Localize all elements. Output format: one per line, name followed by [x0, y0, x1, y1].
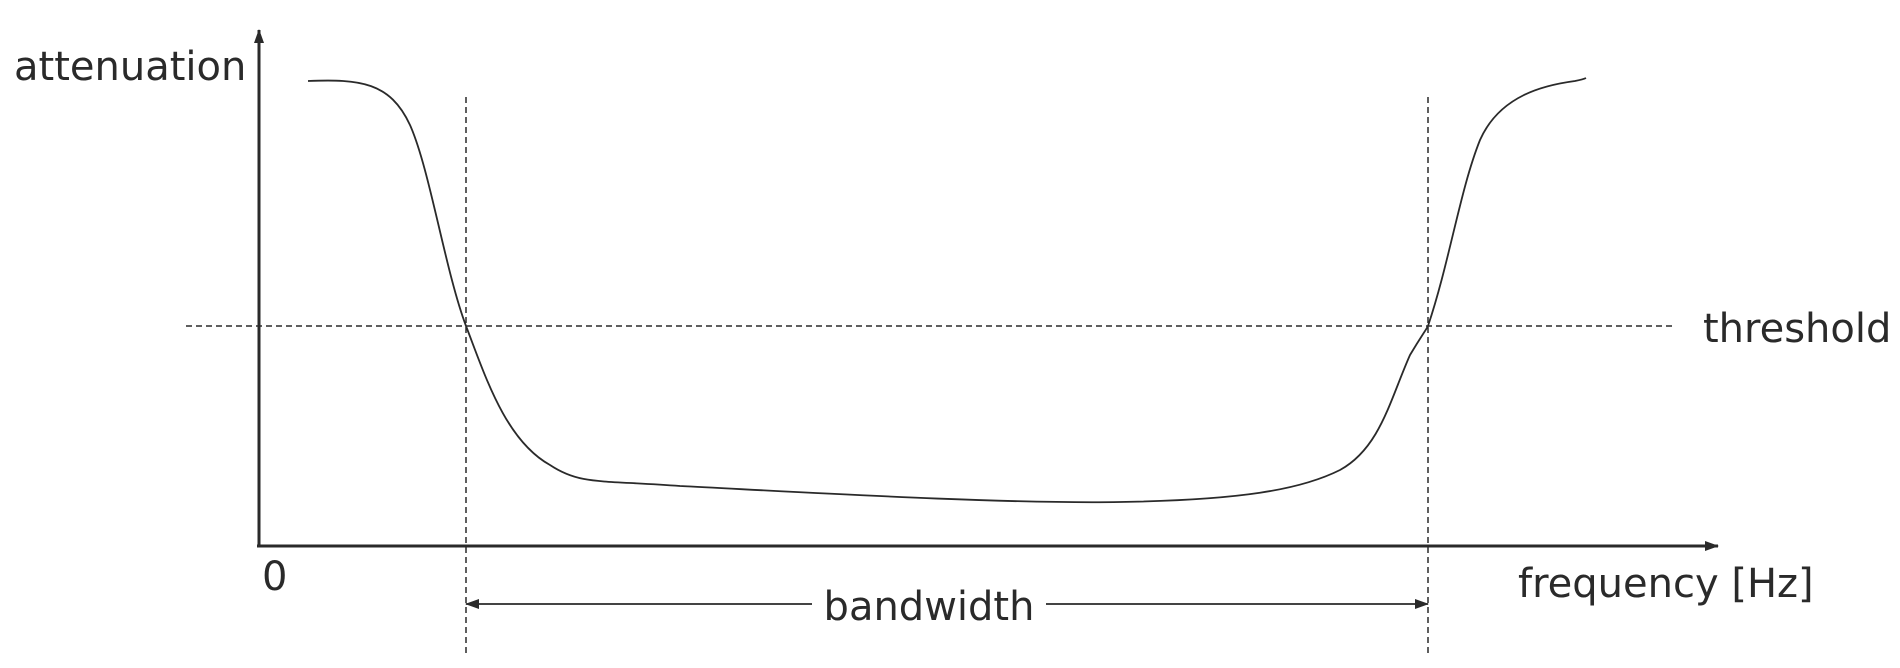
origin-label: 0	[262, 554, 287, 600]
threshold-label: threshold	[1703, 306, 1891, 352]
attenuation-curve	[307, 77, 1587, 504]
bandwidth-label: bandwidth	[824, 584, 1035, 630]
y-axis-label: attenuation	[14, 44, 246, 90]
x-axis-label: frequency [Hz]	[1518, 561, 1814, 607]
